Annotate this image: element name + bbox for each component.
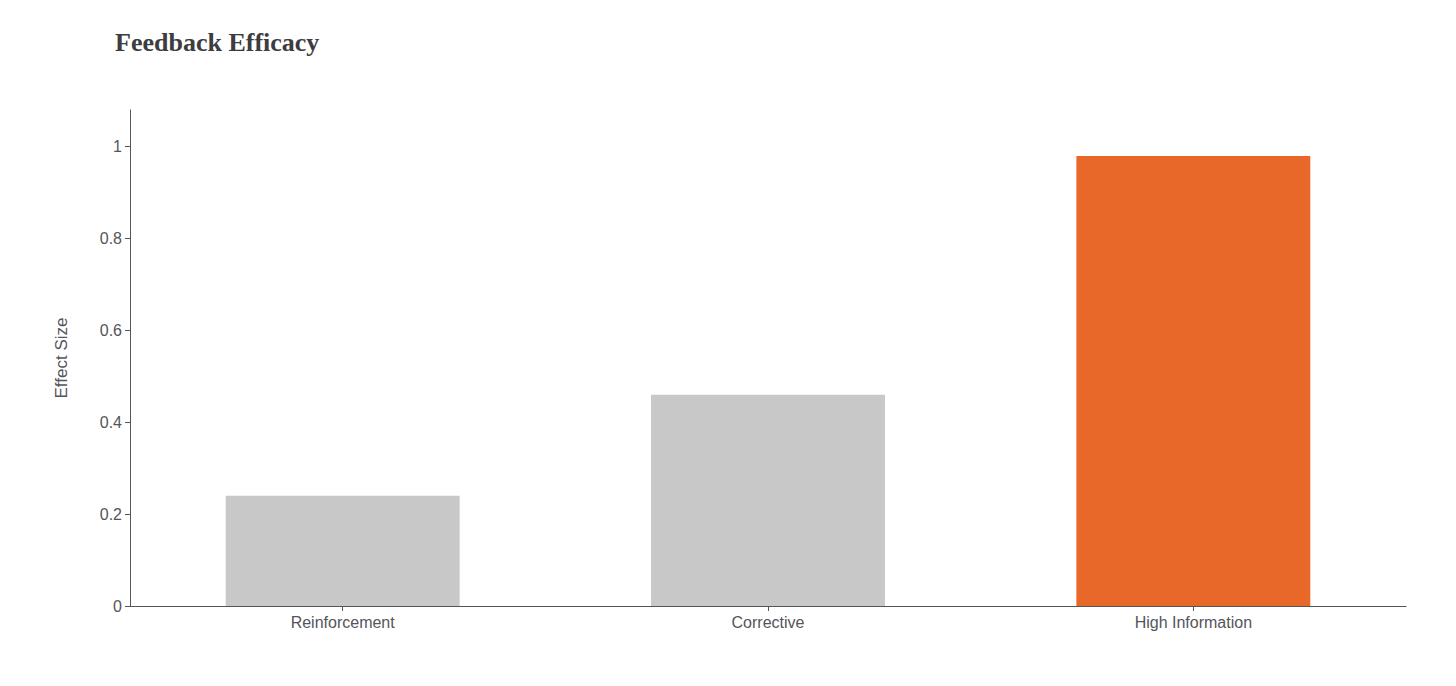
svg-text:0: 0	[113, 598, 122, 615]
svg-text:1: 1	[113, 138, 122, 155]
svg-text:Effect Size: Effect Size	[52, 318, 71, 399]
svg-text:0.8: 0.8	[100, 230, 122, 247]
svg-text:High Information: High Information	[1135, 614, 1252, 631]
svg-text:0.2: 0.2	[100, 506, 122, 523]
svg-text:0.6: 0.6	[100, 322, 122, 339]
svg-text:Feedback Efficacy: Feedback Efficacy	[115, 28, 319, 57]
svg-text:Corrective: Corrective	[732, 614, 805, 631]
svg-text:Reinforcement: Reinforcement	[291, 614, 396, 631]
svg-text:0.4: 0.4	[100, 414, 122, 431]
